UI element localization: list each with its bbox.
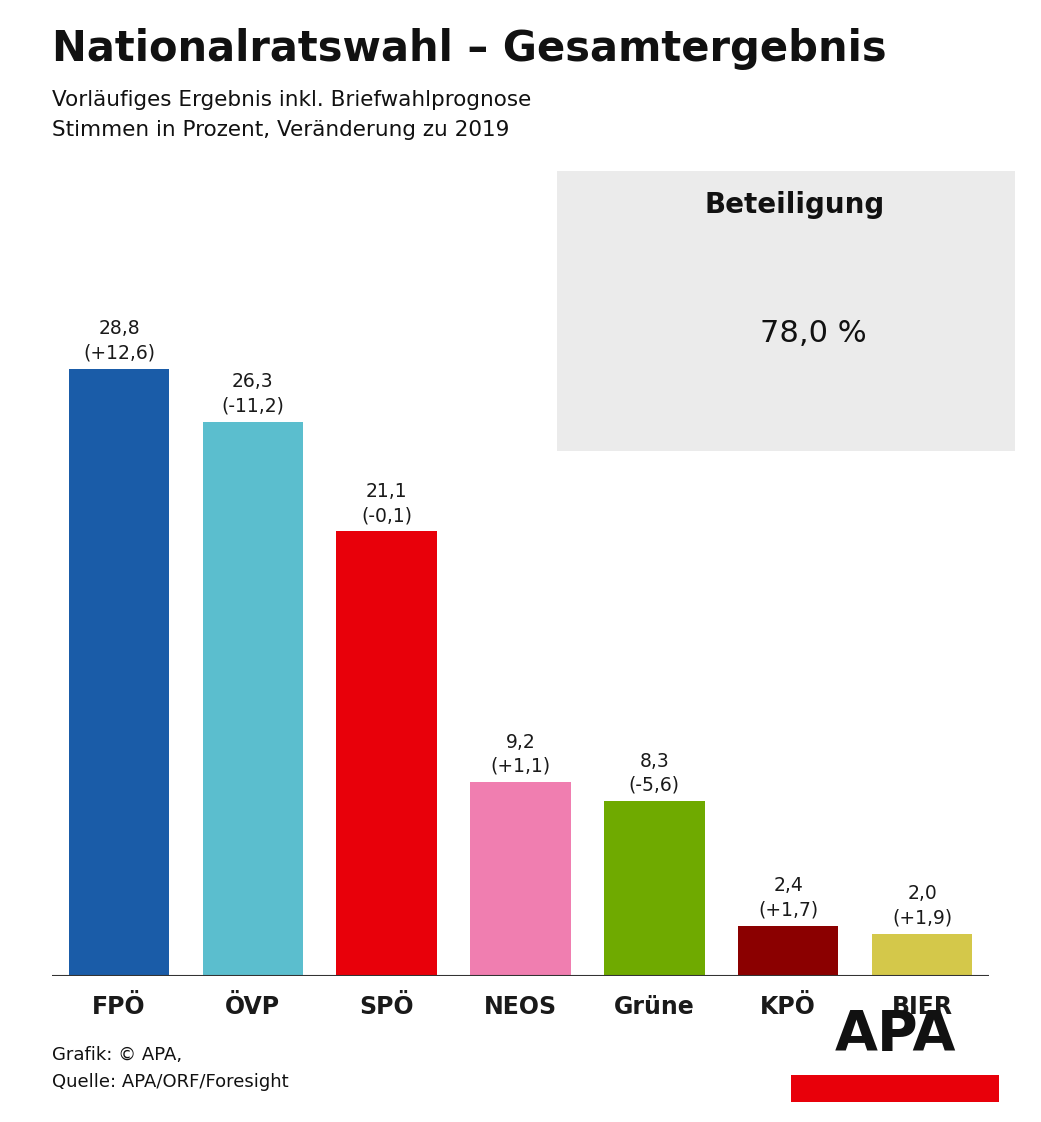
Text: Nationalratswahl – Gesamtergebnis: Nationalratswahl – Gesamtergebnis	[52, 28, 887, 70]
Text: 26,3
(-11,2): 26,3 (-11,2)	[222, 373, 284, 415]
Bar	[604, 801, 705, 976]
Bar	[203, 422, 303, 976]
Text: Grafik: © APA,: Grafik: © APA,	[52, 1046, 182, 1064]
Text: Vorläufiges Ergebnis inkl. Briefwahlprognose: Vorläufiges Ergebnis inkl. Briefwahlprog…	[52, 90, 531, 110]
Text: 9,2
(+1,1): 9,2 (+1,1)	[490, 733, 551, 776]
Text: Beteiligung: Beteiligung	[705, 191, 885, 219]
Text: FPÖ: FPÖ	[93, 995, 146, 1019]
Bar	[872, 934, 972, 976]
Text: 28,8
(+12,6): 28,8 (+12,6)	[83, 320, 155, 362]
Text: ÖVP: ÖVP	[225, 995, 280, 1019]
Text: Stimmen in Prozent, Veränderung zu 2019: Stimmen in Prozent, Veränderung zu 2019	[52, 120, 509, 140]
Text: 21,1
(-0,1): 21,1 (-0,1)	[361, 481, 412, 525]
Text: 2,4
(+1,7): 2,4 (+1,7)	[758, 876, 818, 919]
Bar	[69, 369, 169, 976]
Bar	[471, 782, 570, 976]
Text: SPÖ: SPÖ	[359, 995, 414, 1019]
Text: APA: APA	[835, 1008, 956, 1063]
Bar	[738, 926, 838, 976]
Text: Quelle: APA/ORF/Foresight: Quelle: APA/ORF/Foresight	[52, 1073, 288, 1091]
Text: BIER: BIER	[891, 995, 953, 1019]
Text: NEOS: NEOS	[484, 995, 557, 1019]
Text: 8,3
(-5,6): 8,3 (-5,6)	[629, 752, 680, 794]
Bar	[336, 532, 437, 976]
Text: 2,0
(+1,9): 2,0 (+1,9)	[892, 884, 953, 928]
Text: Grüne: Grüne	[614, 995, 694, 1019]
Text: 78,0 %: 78,0 %	[760, 319, 866, 348]
Wedge shape	[585, 261, 721, 399]
Bar	[791, 1075, 999, 1102]
Text: KPÖ: KPÖ	[760, 995, 816, 1019]
Wedge shape	[586, 261, 654, 331]
